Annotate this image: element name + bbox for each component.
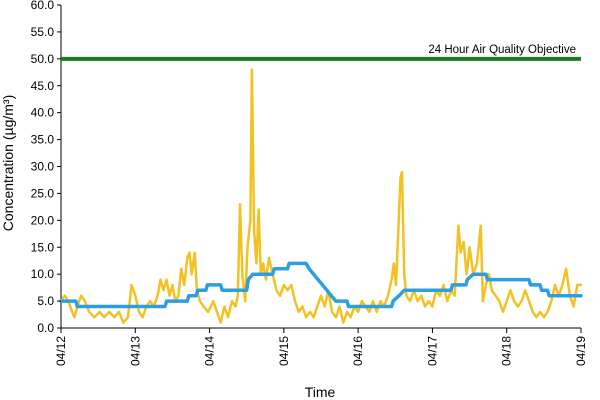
y-tick-label: 0.0: [37, 321, 54, 335]
y-tick-label: 55.0: [31, 25, 55, 39]
y-tick-label: 35.0: [31, 133, 55, 147]
x-tick-label: 04/13: [128, 336, 142, 366]
x-tick-label: 04/14: [203, 336, 217, 366]
y-axis-title: Concentration (µg/m³): [0, 95, 16, 231]
plot-area: 24 Hour Air Quality Objective: [59, 5, 583, 329]
series-line-hourly: [59, 68, 583, 324]
x-tick-label: 04/18: [500, 336, 514, 366]
x-axis-title: Time: [305, 384, 336, 400]
series-line-rolling: [59, 261, 583, 309]
x-tick-label: 04/16: [351, 336, 365, 366]
y-tick-label: 15.0: [31, 240, 55, 254]
y-tick-label: 60.0: [31, 0, 55, 12]
y-tick-label: 5.0: [37, 294, 54, 308]
objective-label: 24 Hour Air Quality Objective: [428, 44, 576, 56]
x-tick-label: 04/15: [277, 336, 291, 366]
y-tick-label: 45.0: [31, 79, 55, 93]
x-axis-ticks: 04/12 04/13 04/14 04/15 04/16 04/17 04/18 04/19: [54, 328, 588, 366]
x-tick-label: 04/17: [425, 336, 439, 366]
y-tick-label: 50.0: [31, 52, 55, 66]
y-axis-ticks: 0.0 5.0 10.0 15.0 20.0 25.0 30.0 35.0 40.0 45.0 50…: [31, 0, 61, 335]
y-tick-label: 25.0: [31, 186, 55, 200]
y-tick-label: 30.0: [31, 160, 55, 174]
x-tick-label: 04/12: [54, 336, 68, 366]
y-tick-label: 10.0: [31, 267, 55, 281]
y-tick-label: 20.0: [31, 213, 55, 227]
y-tick-label: 40.0: [31, 106, 55, 120]
x-tick-label: 04/19: [574, 336, 588, 366]
